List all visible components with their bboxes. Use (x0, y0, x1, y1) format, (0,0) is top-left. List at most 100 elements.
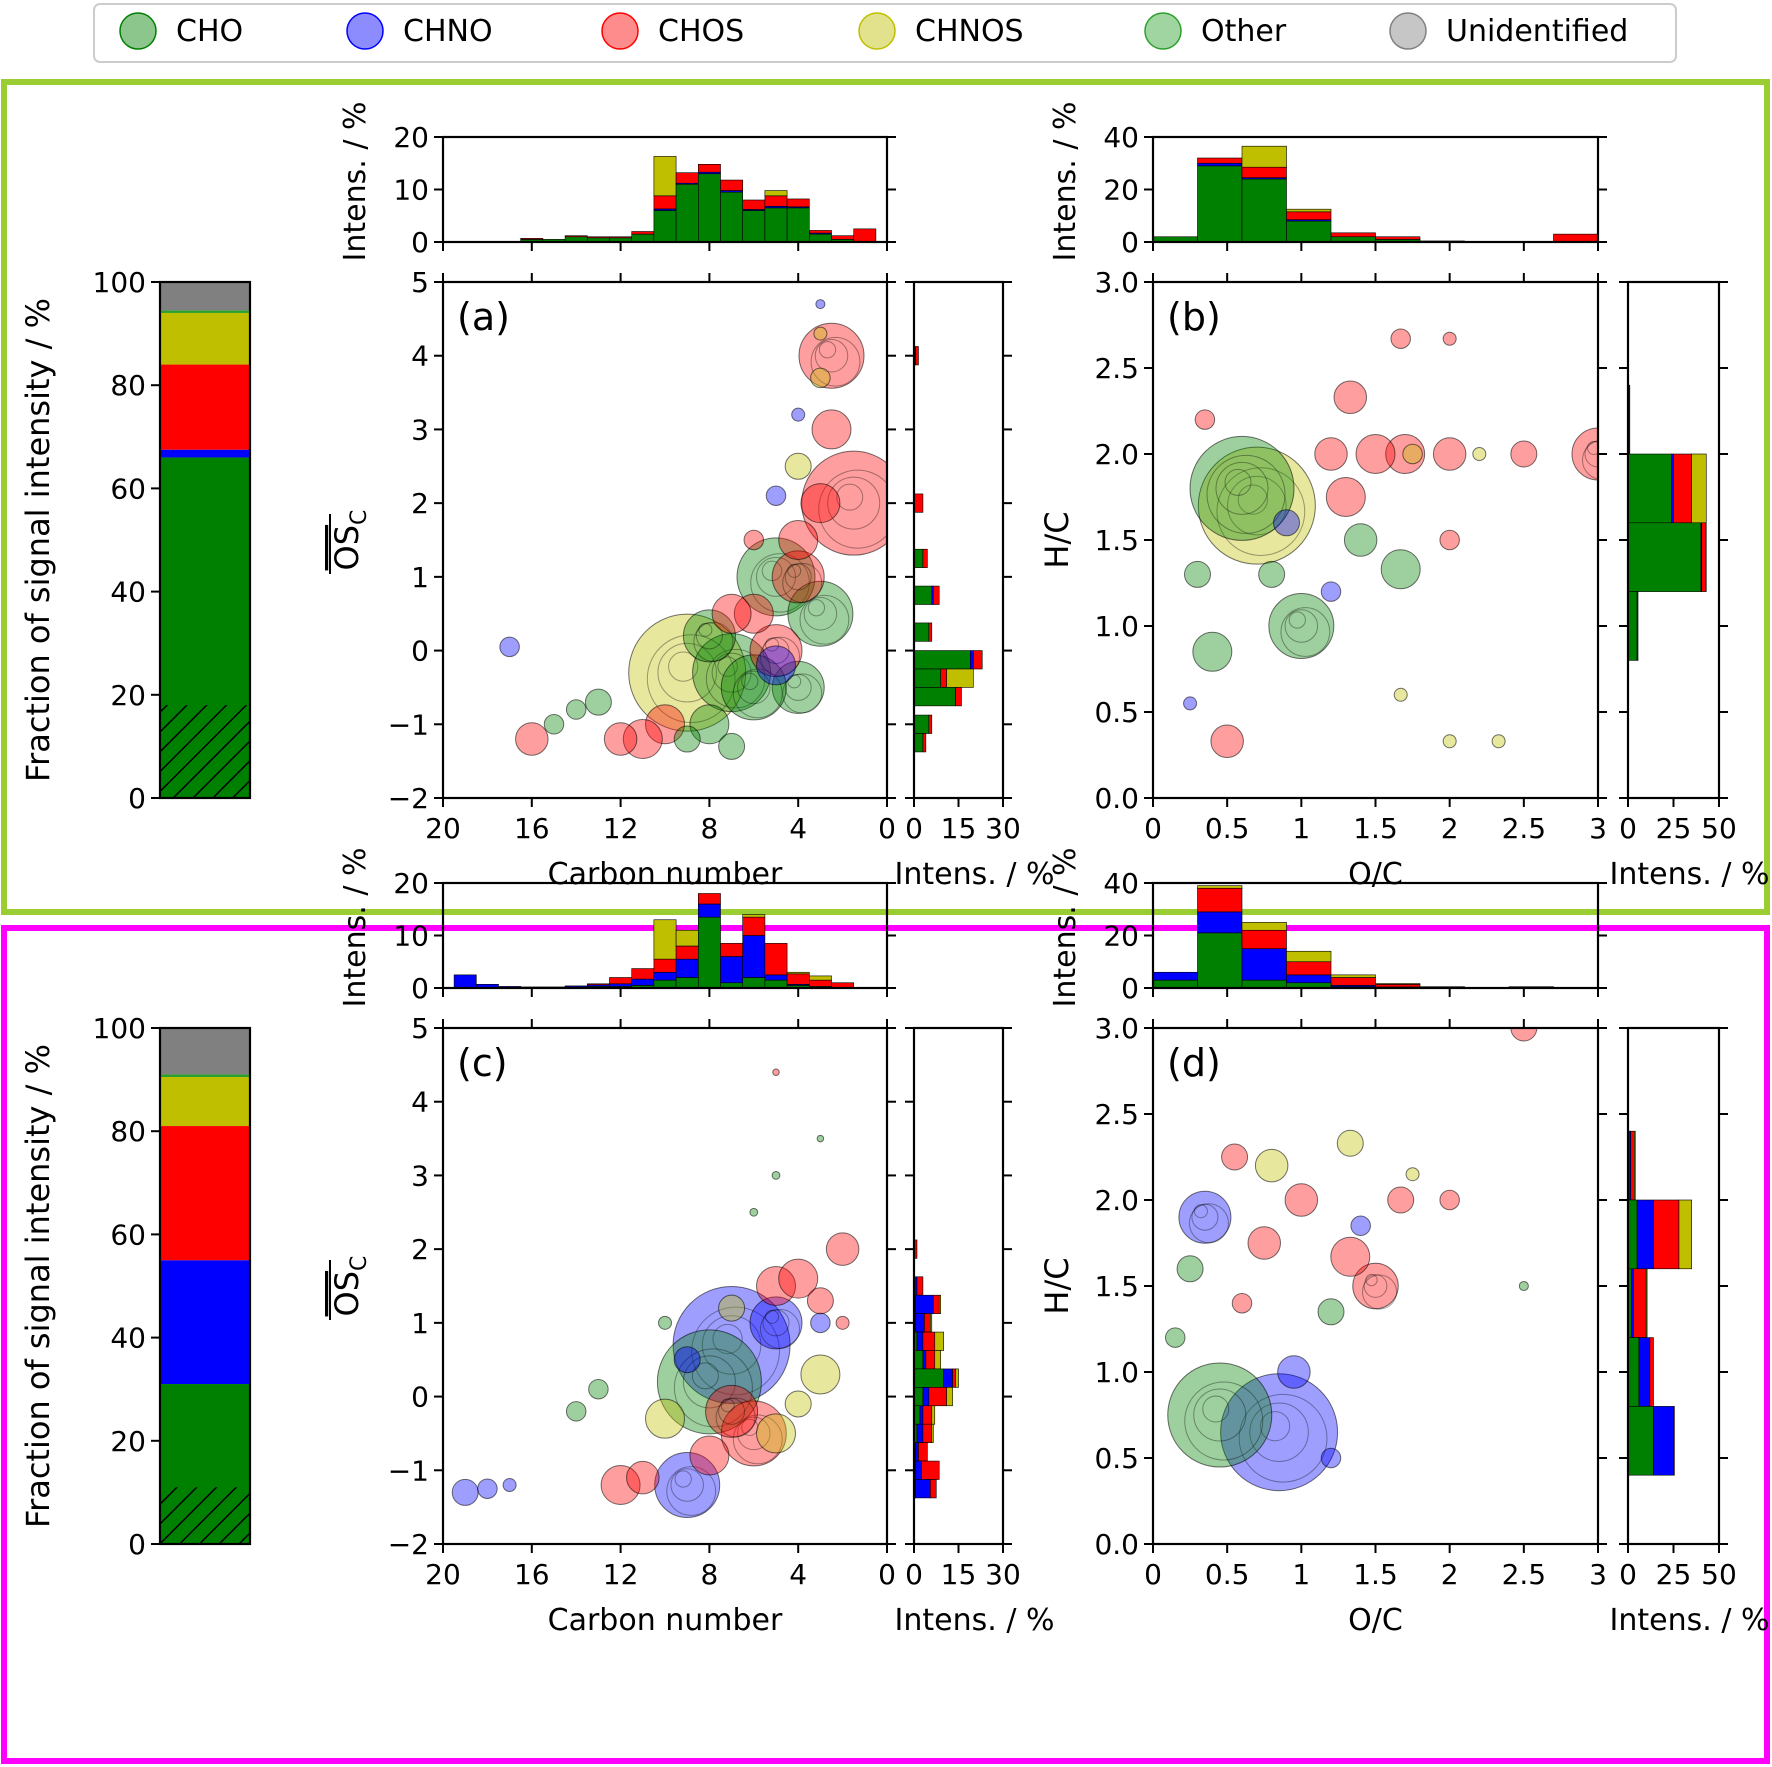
scatter-point (1284, 1183, 1319, 1217)
hist-bar-chos (925, 1350, 936, 1370)
scatter-point-ring (1259, 1411, 1291, 1442)
y-tick-label: 20 (393, 867, 429, 900)
scatter-point (1167, 1362, 1273, 1468)
scatter-point (791, 407, 806, 422)
hist-bar-chos (924, 1313, 931, 1333)
hist-bar-chos (764, 943, 788, 976)
y-tick-label: 2.5 (1094, 352, 1139, 385)
hist-bar-chnos (653, 156, 677, 197)
hist-bar-chos (1241, 929, 1287, 949)
scatter-point (1472, 447, 1487, 461)
hist-bar-cho (913, 548, 924, 568)
bar-segment-chno (160, 1260, 250, 1385)
hist-bar-chos (720, 179, 744, 191)
hist-bar-cho (1627, 522, 1702, 592)
scatter-point-ring (1280, 607, 1331, 657)
x-tick-label: 50 (1701, 812, 1737, 845)
y-tick-label: 10 (393, 920, 429, 953)
x-tick-label: 50 (1701, 1558, 1737, 1591)
hist-bar-chos (1649, 1337, 1654, 1407)
hist-bar-cho (1241, 178, 1287, 243)
hist-bar-chos (932, 1294, 940, 1314)
scatter-point (749, 1296, 803, 1350)
scatter-point (810, 1312, 831, 1334)
hist-bar-chos (973, 650, 983, 670)
scatter-point (815, 299, 826, 310)
scatter-point-ring (1361, 1274, 1398, 1310)
y-tick-label: 0.0 (1094, 1528, 1139, 1561)
y-tick-label: 1.5 (1094, 1270, 1139, 1303)
y-tick-label: 40 (110, 576, 146, 609)
hist-bar-cho (1627, 1337, 1640, 1407)
hist-bar-chos (808, 979, 832, 987)
scatter-point (588, 1378, 609, 1400)
hist-bar-chno (1636, 1199, 1654, 1270)
hist-bar-chnos (946, 1387, 953, 1407)
scatter-point-ring (784, 673, 812, 701)
scatter-point (1330, 1236, 1371, 1277)
hist-bar-chno (1241, 948, 1287, 981)
scatter-point (1571, 427, 1598, 481)
scatter-point-ring (784, 563, 812, 591)
y-tick-label: 4 (411, 1086, 429, 1119)
x-tick-label: 0 (1144, 812, 1162, 845)
scatter-point-ring (1582, 440, 1598, 480)
scatter-point (1336, 1129, 1364, 1157)
y-tick-label: 20 (1103, 920, 1139, 953)
scatter-point-ring (698, 622, 713, 637)
x-tick-label: 0 (878, 812, 896, 845)
scatter-point (1350, 1215, 1371, 1237)
top-histogram: 0 10 20 Intens. / % (338, 102, 896, 261)
scatter-point (771, 550, 825, 604)
legend-label-cho: CHO (176, 14, 243, 49)
scatter-point (1380, 549, 1421, 590)
hist-bar-chno (742, 935, 766, 978)
scatter-point (626, 1460, 660, 1495)
y-tick-label: 20 (110, 679, 146, 712)
top-histogram: 0 10 20 Intens. / % (338, 848, 896, 1007)
scatter-point (1333, 380, 1368, 414)
hist-bar-chos (831, 235, 855, 240)
y-tick-label: 0 (1121, 226, 1139, 259)
y-axis-label-main: OS (328, 525, 366, 571)
y-tick-label: 3 (411, 1159, 429, 1192)
hist-bar-chos (742, 916, 766, 936)
scatter-point-ring (682, 1355, 736, 1409)
hist-bar-chno (631, 978, 655, 986)
scatter-point-ring (717, 656, 738, 677)
hist-bar-chnos (931, 1405, 936, 1425)
scatter-point (749, 624, 803, 678)
hist-bar-chno (453, 974, 477, 989)
scatter-point-ring (673, 1348, 753, 1428)
scatter-point-ring (741, 1418, 759, 1437)
scatter-point (736, 537, 816, 617)
hist-bar-chnos (764, 190, 788, 197)
scatter-point (743, 529, 765, 551)
x-tick-label: 2.5 (1502, 1558, 1547, 1591)
hist-bar-chno (653, 971, 677, 981)
scatter-point (806, 1287, 834, 1315)
y-tick-label: 40 (110, 1322, 146, 1355)
hist-bar-chos (1375, 984, 1421, 988)
hist-bar-chnos (653, 919, 677, 960)
scatter-point (1320, 1447, 1342, 1469)
hist-bar-chos (808, 230, 832, 234)
hist-bar-chos (955, 687, 962, 707)
scatter-point-ring (670, 1468, 704, 1502)
scatter-point (1254, 1148, 1289, 1183)
hist-bar-chno (675, 958, 699, 978)
hist-bar-chno (919, 1405, 924, 1425)
y-tick-label: 0.0 (1094, 782, 1139, 815)
scatter-point-ring (693, 621, 734, 662)
hist-bar-cho (631, 233, 655, 243)
scatter-point (1439, 529, 1460, 551)
bar-segment-unidentified (160, 282, 250, 311)
scatter-point (1189, 435, 1295, 541)
legend-label-chno: CHNO (403, 14, 493, 49)
y-tick-label: 0 (411, 635, 429, 668)
hist-bar-cho (1197, 165, 1243, 243)
scatter-point-ring (807, 599, 826, 617)
hist-bar-chno (922, 1387, 930, 1407)
hist-bar-chnos (1634, 1130, 1636, 1201)
